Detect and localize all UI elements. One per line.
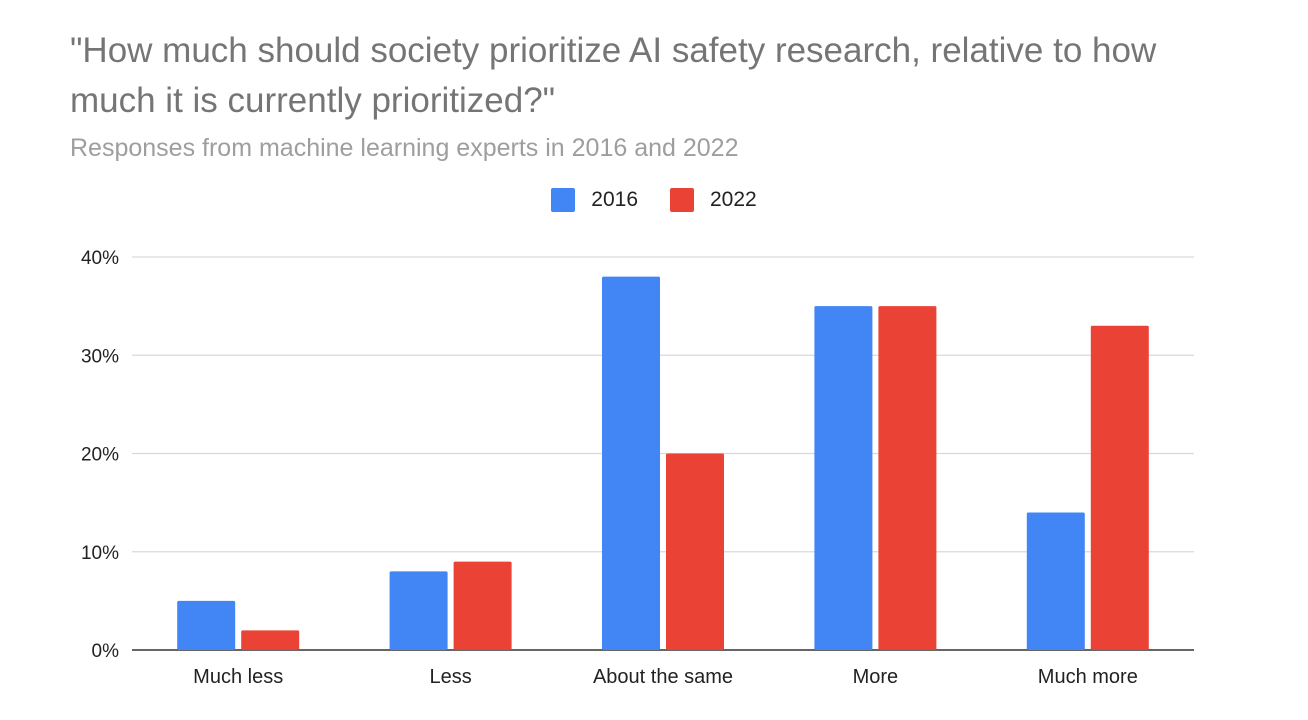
y-tick-label: 20%: [81, 445, 119, 466]
legend-label-2022: 2022: [710, 188, 757, 211]
y-tick-label: 10%: [81, 543, 119, 564]
bar-2022-much-more: [1090, 325, 1149, 650]
bar-2022-less: [453, 561, 512, 650]
legend-swatch-2022: [670, 188, 694, 212]
bar-2016-about-the-same: [602, 276, 660, 650]
y-tick-label: 30%: [81, 346, 119, 367]
legend-item-2016: 2016: [551, 188, 638, 212]
bar-2016-less: [389, 571, 448, 650]
bar-2022-about-the-same: [666, 453, 724, 650]
x-tick-label: Much less: [193, 666, 283, 688]
bar-2016-much-more: [1026, 512, 1085, 650]
chart-subtitle: Responses from machine learning experts …: [70, 134, 739, 162]
x-tick-label: About the same: [593, 666, 733, 688]
bar-2016-more: [814, 306, 873, 650]
chart-legend: 2016 2022: [0, 188, 1308, 212]
x-tick-label: Much more: [1038, 666, 1138, 688]
chart-title: "How much should society prioritize AI s…: [70, 31, 1157, 120]
bar-2022-more: [878, 306, 937, 650]
x-tick-label: More: [853, 666, 899, 688]
bar-2022-much-less: [241, 630, 300, 650]
legend-item-2022: 2022: [670, 188, 757, 212]
x-tick-label: Less: [429, 666, 471, 688]
y-tick-label: 0%: [92, 641, 120, 662]
bar-2016-much-less: [177, 600, 236, 650]
y-tick-label: 40%: [81, 248, 119, 269]
legend-label-2016: 2016: [591, 188, 638, 211]
legend-swatch-2016: [551, 188, 576, 212]
